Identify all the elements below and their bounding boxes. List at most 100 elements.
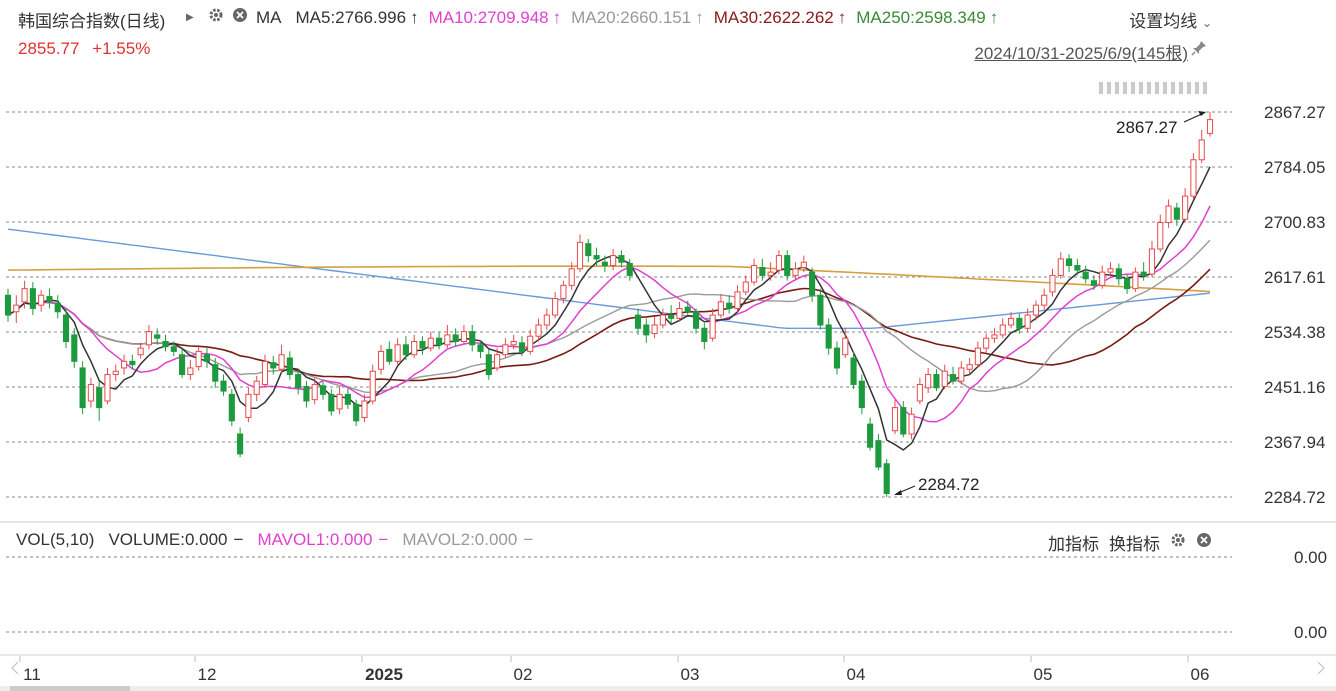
candle: [435, 337, 443, 346]
candle: [195, 350, 202, 368]
volume-legend-item: MAVOL1:0.000−: [257, 530, 388, 550]
legend-dash-icon: −: [233, 530, 244, 549]
candle: [1124, 278, 1131, 290]
candle: [792, 268, 799, 276]
settings-ma-link[interactable]: 设置均线 ⌄: [1129, 7, 1212, 32]
gear-icon[interactable]: [1170, 532, 1186, 553]
candle: [618, 255, 625, 263]
y-axis-tick-label: 2534.38: [1264, 323, 1325, 342]
candle: [29, 288, 36, 309]
scroll-right-icon: [1317, 661, 1325, 675]
y-axis-tick-label: 2867.27: [1264, 103, 1325, 122]
candle: [1099, 271, 1106, 286]
volume-tools: 加指标 换指标: [1048, 530, 1212, 555]
candle: [734, 291, 741, 309]
volume-legend-item: VOLUME:0.000−: [108, 530, 243, 550]
legend-dash-icon: −: [523, 530, 534, 549]
candle: [369, 370, 376, 402]
candle: [1182, 195, 1189, 220]
compressed-candle-marker: [1147, 82, 1151, 94]
volume-legend: VOL(5,10) VOLUME:0.000− MAVOL1:0.000− MAVO…: [16, 530, 533, 550]
candle: [411, 341, 418, 356]
candle: [891, 407, 899, 432]
candle: [1041, 294, 1048, 306]
candle: [137, 347, 144, 356]
candle: [87, 383, 94, 402]
candle: [402, 344, 409, 356]
x-axis-tick-label: 05: [1034, 665, 1053, 684]
candle: [1049, 274, 1056, 293]
candle: [775, 255, 783, 271]
candle: [958, 367, 965, 382]
candle: [96, 387, 103, 409]
compressed-candle-marker: [1163, 82, 1167, 94]
candle: [568, 268, 575, 286]
candle: [767, 271, 774, 276]
candle: [999, 324, 1006, 336]
candle: [552, 298, 559, 316]
candle: [170, 346, 177, 352]
candle: [966, 364, 973, 370]
price-row: 2855.77 +1.55%: [18, 39, 150, 59]
scroll-left-icon: [11, 661, 19, 675]
add-indicator-button[interactable]: 加指标: [1048, 535, 1099, 554]
candle: [394, 344, 401, 362]
legend-dash-icon: −: [378, 530, 389, 549]
candle: [344, 393, 351, 405]
candle: [319, 385, 327, 395]
close-icon[interactable]: [232, 7, 248, 28]
ma-legend: MA MA5:2766.996 ↑ MA10:2709.948 ↑ MA20:2660.…: [208, 7, 998, 28]
close-icon[interactable]: [1196, 532, 1212, 553]
candle: [54, 302, 61, 313]
up-arrow-icon: ↑: [410, 7, 419, 27]
candle: [991, 334, 998, 339]
y-axis-tick-label: 2367.94: [1264, 433, 1325, 452]
candle: [1082, 271, 1089, 280]
candle: [1190, 159, 1197, 197]
candle: [427, 337, 434, 349]
pin-icon[interactable]: [1190, 39, 1208, 62]
candle: [908, 413, 915, 435]
y-axis-tick-label: 2784.05: [1264, 158, 1325, 177]
annotation-arrowhead: [1198, 111, 1206, 116]
last-price: 2855.77: [18, 39, 80, 58]
ma250-line: [7, 228, 1211, 329]
ma-legend-item: MA30:2622.262 ↑: [714, 8, 847, 28]
ma-legend-value: MA30:2622.262: [713, 7, 834, 27]
ma-legend-item: MA20:2660.151 ↑: [571, 8, 704, 28]
candle: [651, 324, 658, 335]
up-arrow-icon: ↑: [552, 7, 562, 27]
candle: [1157, 222, 1164, 250]
candle: [1140, 271, 1147, 276]
y-axis-tick-label: 2700.83: [1264, 213, 1325, 232]
switch-indicator-button[interactable]: 换指标: [1109, 535, 1160, 554]
candle: [1066, 258, 1073, 267]
candle: [510, 341, 517, 346]
compressed-candle-marker: [1179, 82, 1183, 94]
candle: [949, 374, 957, 382]
candle: [883, 463, 890, 495]
candle: [585, 243, 592, 257]
candle: [717, 301, 724, 316]
candle: [502, 344, 509, 356]
candle: [104, 374, 111, 402]
play-triangle-icon[interactable]: ▶: [186, 12, 194, 23]
candle: [245, 393, 252, 419]
candle: [278, 354, 285, 370]
ma5-line: [7, 166, 1211, 451]
candle: [842, 337, 849, 356]
x-axis-tick-label: 11: [23, 665, 41, 684]
candle: [477, 344, 484, 352]
chevron-down-icon: ⌄: [1201, 16, 1212, 30]
gear-icon[interactable]: [208, 7, 224, 28]
candle: [634, 314, 642, 329]
candle: [419, 341, 426, 349]
candle: [800, 261, 807, 268]
candle: [187, 367, 194, 376]
up-arrow-icon: ↑: [837, 7, 847, 27]
candle: [162, 341, 169, 348]
candle: [833, 347, 841, 369]
date-range[interactable]: 2024/10/31-2025/6/9(145根): [974, 44, 1188, 63]
candle: [543, 314, 550, 326]
